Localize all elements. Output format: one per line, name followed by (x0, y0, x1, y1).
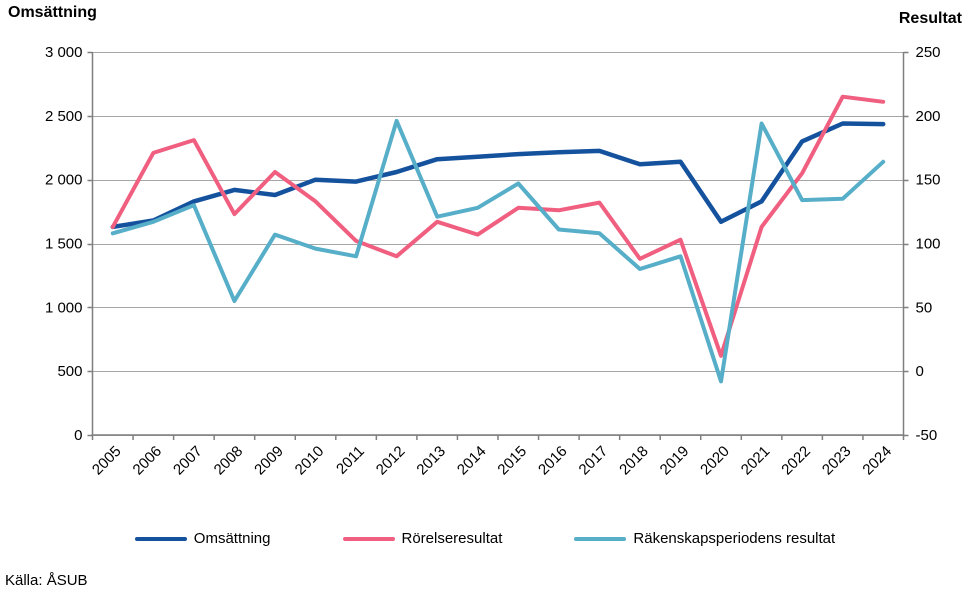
svg-text:3 000: 3 000 (45, 44, 83, 61)
svg-text:150: 150 (916, 172, 941, 189)
svg-text:2014: 2014 (454, 443, 490, 479)
legend-swatch-1 (342, 536, 395, 541)
svg-text:2020: 2020 (697, 443, 733, 479)
legend-label-0: Omsättning (193, 530, 271, 547)
right-axis-tick-labels: 250 200 150 100 50 0 -50 (916, 44, 941, 444)
series-line-0 (110, 121, 886, 230)
svg-text:2017: 2017 (576, 443, 612, 479)
svg-text:2010: 2010 (292, 443, 328, 479)
svg-text:1 000: 1 000 (45, 299, 83, 316)
right-axis-title: Resultat (898, 10, 962, 27)
svg-text:2007: 2007 (170, 443, 206, 479)
svg-text:0: 0 (916, 363, 924, 380)
svg-text:2 500: 2 500 (45, 108, 83, 125)
svg-text:2008: 2008 (211, 443, 247, 479)
left-axis-tick-labels: 3 000 2 500 2 000 1 500 1 000 500 0 (45, 44, 83, 444)
svg-text:0: 0 (74, 427, 82, 444)
svg-text:2019: 2019 (657, 443, 693, 479)
svg-text:2 000: 2 000 (45, 172, 83, 189)
legend-item-1: Rörelseresultat (342, 530, 503, 547)
gridlines (92, 52, 904, 436)
svg-text:2018: 2018 (616, 443, 652, 479)
legend-label-2: Räkenskapsperiodens resultat (633, 530, 836, 547)
svg-text:200: 200 (916, 108, 941, 125)
axes (87, 51, 909, 440)
series-line-2 (110, 118, 886, 384)
chart-legend: Omsättning Rörelseresultat Räkenskapsperio… (0, 530, 970, 547)
svg-text:2012: 2012 (373, 443, 409, 479)
left-axis-title: Omsättning (8, 4, 97, 21)
svg-text:2006: 2006 (130, 443, 166, 479)
legend-item-0: Omsättning (134, 530, 271, 547)
legend-label-1: Rörelseresultat (401, 530, 503, 547)
svg-text:2024: 2024 (859, 443, 895, 479)
svg-text:2011: 2011 (333, 443, 368, 478)
svg-text:2023: 2023 (819, 443, 855, 479)
svg-text:50: 50 (916, 299, 933, 316)
svg-text:2005: 2005 (89, 443, 125, 479)
svg-text:2013: 2013 (413, 443, 449, 479)
svg-text:1 500: 1 500 (45, 236, 83, 253)
svg-text:250: 250 (916, 44, 941, 61)
svg-text:2009: 2009 (251, 443, 287, 479)
legend-swatch-0 (134, 536, 187, 541)
svg-text:-50: -50 (916, 427, 938, 444)
legend-swatch-2 (574, 536, 627, 541)
svg-text:500: 500 (57, 363, 82, 380)
x-axis-tick-labels: 2005 2006 2007 2008 2009 2010 2011 2012 2013 2014… (89, 443, 895, 479)
svg-text:2022: 2022 (778, 443, 814, 479)
svg-text:2021: 2021 (738, 443, 774, 479)
legend-item-2: Räkenskapsperiodens resultat (574, 530, 835, 547)
svg-text:100: 100 (916, 236, 941, 253)
source-text: Källa: ÅSUB (5, 572, 88, 589)
svg-text:2016: 2016 (535, 443, 571, 479)
svg-text:2015: 2015 (494, 443, 530, 479)
series-line-1 (110, 94, 886, 358)
